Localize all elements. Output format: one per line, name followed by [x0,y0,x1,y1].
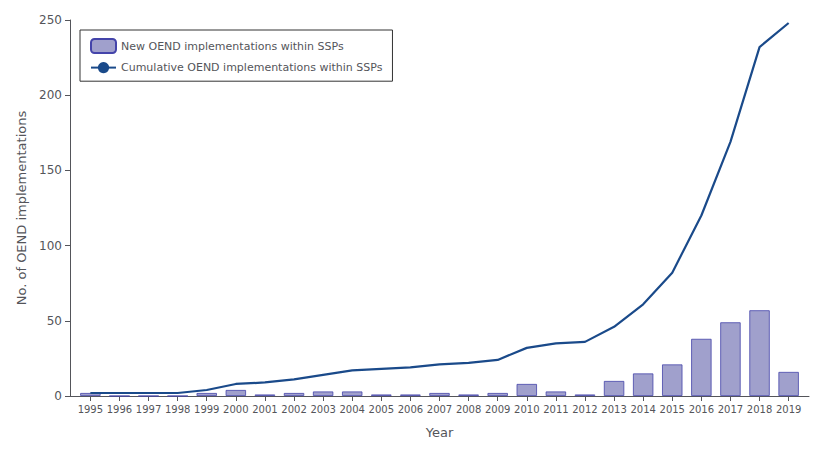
svg-text:Year: Year [425,425,454,440]
svg-text:2004: 2004 [339,404,364,415]
svg-text:2009: 2009 [485,404,510,415]
svg-text:1995: 1995 [78,404,103,415]
svg-text:1999: 1999 [194,404,219,415]
svg-text:2018: 2018 [747,404,772,415]
svg-text:2010: 2010 [514,404,539,415]
svg-text:0: 0 [54,389,62,403]
svg-text:2006: 2006 [398,404,423,415]
svg-text:50: 50 [47,314,62,328]
svg-text:1996: 1996 [107,404,132,415]
svg-text:150: 150 [39,163,62,177]
svg-text:2003: 2003 [310,404,335,415]
svg-text:New OEND implementations withi: New OEND implementations within SSPs [121,40,344,53]
svg-text:2001: 2001 [252,404,277,415]
svg-text:2014: 2014 [630,404,655,415]
svg-text:2013: 2013 [601,404,626,415]
svg-text:2005: 2005 [369,404,394,415]
svg-text:2019: 2019 [776,404,801,415]
svg-text:2017: 2017 [718,404,743,415]
svg-text:2012: 2012 [572,404,597,415]
svg-text:2015: 2015 [660,404,685,415]
svg-text:Cumulative OEND implementation: Cumulative OEND implementations within S… [121,61,383,74]
svg-text:2000: 2000 [223,404,248,415]
svg-text:200: 200 [39,88,62,102]
svg-text:2007: 2007 [427,404,452,415]
svg-text:No. of OEND implementations: No. of OEND implementations [14,111,29,306]
svg-text:2002: 2002 [281,404,306,415]
svg-text:2008: 2008 [456,404,481,415]
svg-text:100: 100 [39,239,62,253]
svg-text:1998: 1998 [165,404,190,415]
svg-text:2011: 2011 [543,404,568,415]
svg-text:1997: 1997 [136,404,161,415]
svg-text:2016: 2016 [689,404,714,415]
svg-text:250: 250 [39,13,62,27]
